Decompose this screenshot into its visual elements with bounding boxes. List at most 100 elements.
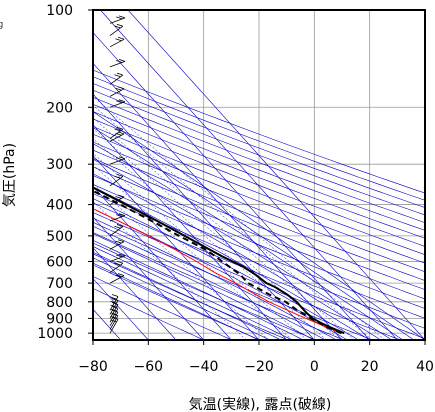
barb-flag [111, 298, 119, 301]
dry-adiabat [93, 133, 425, 264]
barb-flag [111, 302, 119, 305]
mixing-ratio-line [93, 117, 355, 340]
y-tick-label: 900 [46, 311, 73, 327]
isotherm-line [93, 185, 232, 340]
wind-barb [109, 224, 124, 237]
wind-barb [109, 99, 126, 108]
barb-flag [118, 59, 126, 62]
moist-adiabat [93, 173, 381, 340]
dewpoint-line [93, 189, 342, 335]
moist-adiabat [93, 143, 404, 340]
barb-staff [109, 304, 119, 319]
x-tick-label: −40 [189, 359, 219, 375]
moist-adiabat [93, 111, 425, 340]
isotherm-line [93, 278, 149, 340]
barb-flag [118, 99, 126, 103]
barb-staff [109, 25, 124, 36]
barb-flag [110, 312, 117, 316]
dry-adiabat [93, 264, 261, 340]
wind-barb [109, 298, 119, 315]
wind-barb [109, 260, 124, 274]
dry-adiabat [93, 141, 425, 273]
dry-adiabat [93, 149, 425, 281]
barb-staff [109, 17, 126, 24]
moist-adiabat [93, 251, 282, 340]
wind-barb [109, 306, 119, 323]
wind-barb [110, 2, 122, 11]
isotherm-line [93, 155, 260, 340]
barb-flag [116, 174, 124, 177]
pressure-gridlines [93, 10, 425, 340]
x-axis-ticks: −80 −60 −40 −20 0 20 40 [78, 340, 434, 375]
barb-staff [109, 215, 126, 222]
sounding-series [93, 186, 345, 335]
barb-flag [118, 15, 126, 19]
moist-adiabat [93, 158, 392, 340]
wind-barb [109, 309, 119, 327]
x-tick-label: −60 [134, 359, 164, 375]
barb-staff [109, 255, 126, 262]
moist-adiabat [93, 225, 326, 340]
y-tick-label: 700 [46, 276, 73, 292]
barb-flag [115, 240, 122, 244]
barb-flag [111, 309, 119, 313]
barb-flag [118, 213, 126, 216]
mixing-ratio-line [93, 138, 327, 340]
isotherm-line [93, 93, 315, 340]
wind-barb [109, 239, 125, 250]
barb-flag [110, 315, 117, 319]
wind-barb [109, 15, 126, 24]
barb-flag [115, 38, 122, 42]
dry-adiabat [93, 89, 425, 216]
wind-barb [109, 86, 125, 97]
barb-staff [109, 101, 126, 108]
mixing-ratio-label: 20g [0, 20, 3, 30]
barb-flag [110, 296, 117, 300]
barb-flag [116, 60, 123, 63]
dry-adiabat [93, 118, 425, 247]
wind-barb [109, 294, 119, 311]
barb-flag [117, 273, 125, 276]
barb-flag [115, 196, 122, 199]
dry-adiabat [93, 222, 373, 340]
y-axis-label: 気圧(hPa) [2, 143, 18, 207]
dry-adiabat [93, 184, 425, 319]
moist-adiabat [93, 217, 337, 340]
barb-staff [109, 300, 119, 315]
y-tick-label: 200 [46, 100, 73, 116]
barb-flag [111, 306, 119, 309]
barb-flag [116, 23, 124, 27]
moist-adiabat [93, 186, 370, 340]
moist-adiabat [93, 246, 293, 340]
barb-staff [109, 128, 124, 139]
y-tick-label: 500 [46, 229, 73, 245]
x-tick-label: −20 [244, 359, 274, 375]
dry-adiabat [93, 103, 425, 231]
y-tick-label: 300 [46, 157, 73, 173]
moist-adiabat-lines [93, 111, 425, 340]
dry-adiabat [93, 212, 401, 340]
barb-flag [116, 2, 122, 4]
wind-barb [109, 36, 125, 48]
parcel-path [93, 208, 342, 334]
wind-barb [109, 194, 125, 205]
x-axis-label: 気温(実線), 露点(破線) [189, 397, 332, 412]
isotherm-line [100, 10, 398, 340]
barb-flag [114, 175, 121, 179]
barb-flag [117, 86, 125, 90]
dry-adiabat [93, 69, 425, 194]
dry-adiabat [93, 158, 425, 291]
barb-flag [118, 156, 126, 160]
wind-barb [109, 313, 119, 330]
dry-adiabat [93, 111, 425, 239]
dry-adiabat [93, 232, 345, 340]
dry-adiabat [93, 193, 425, 329]
barb-flag [114, 225, 121, 229]
barb-flag [117, 239, 125, 243]
dry-adiabat [93, 288, 205, 340]
barb-flag [114, 25, 121, 29]
wind-barb [109, 213, 126, 222]
x-tick-label: 20 [361, 359, 379, 375]
barb-staff [109, 61, 126, 68]
barb-flag [116, 100, 123, 104]
